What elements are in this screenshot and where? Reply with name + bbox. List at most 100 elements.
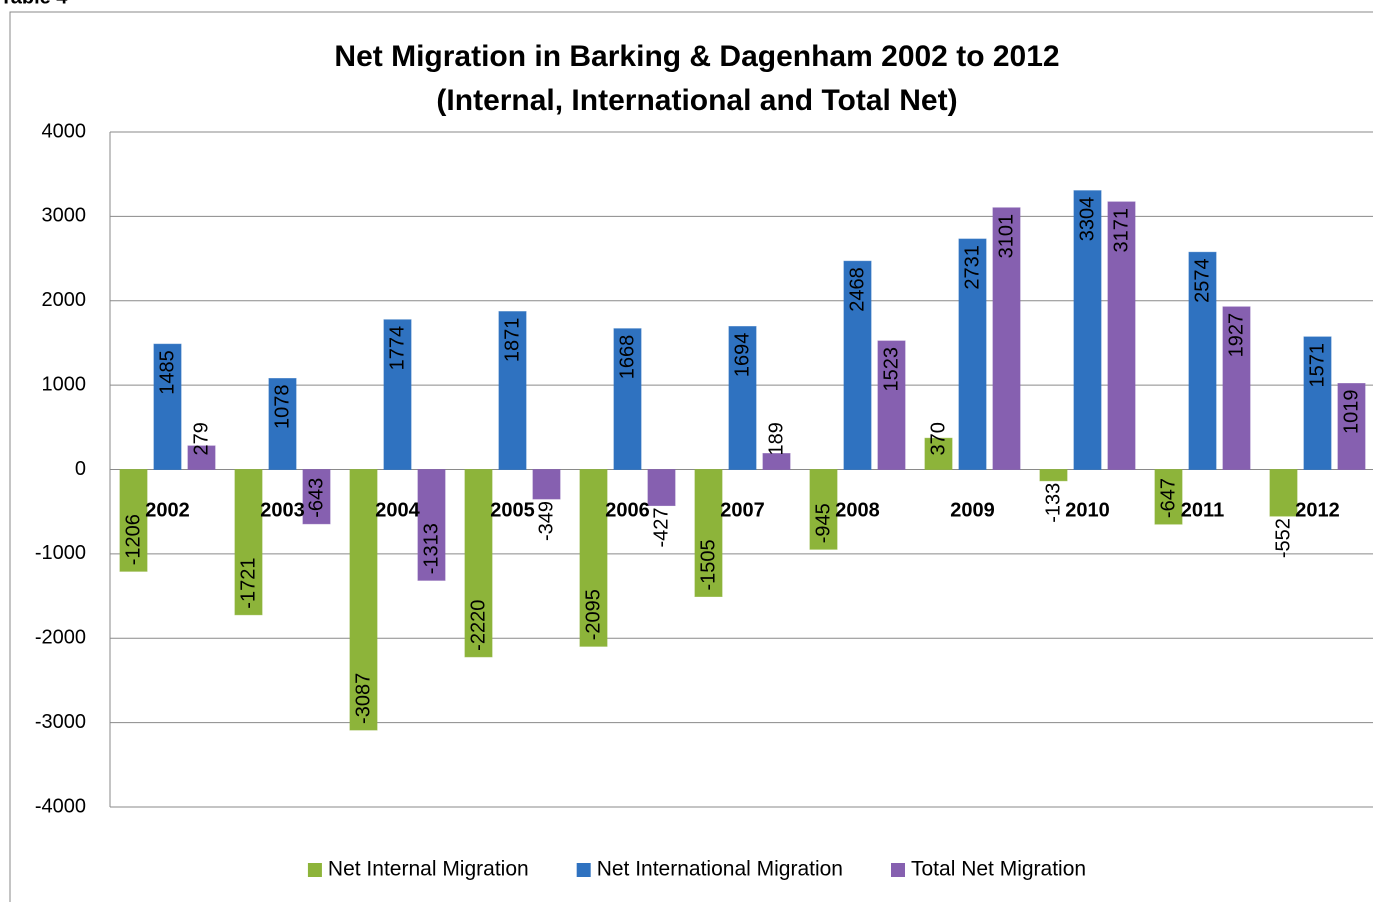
data-label: -552	[1273, 518, 1295, 558]
y-tick-label: 0	[75, 458, 86, 480]
chart-title: Net Migration in Barking & Dagenham 2002…	[334, 40, 1059, 73]
data-label: 2468	[847, 267, 869, 312]
x-tick-label: 2003	[260, 499, 305, 521]
data-label: 3171	[1111, 208, 1133, 253]
data-label: -2220	[468, 600, 490, 651]
x-tick-label: 2004	[375, 499, 420, 521]
bar-shine	[993, 207, 1020, 470]
data-label: 3101	[996, 214, 1018, 259]
bar-shine	[1189, 252, 1216, 470]
x-tick-label: 2009	[950, 499, 995, 521]
data-label: -1206	[123, 514, 145, 565]
page-label: Table 4	[0, 0, 68, 8]
y-tick-label: 3000	[42, 205, 87, 227]
bar-shine	[120, 469, 147, 572]
bar-shine	[1304, 336, 1331, 470]
y-tick-label: -4000	[35, 795, 86, 817]
bar-shine	[499, 311, 526, 470]
legend-item: Net International Migration	[576, 858, 843, 881]
bar-shine	[418, 469, 445, 581]
data-label: 1694	[732, 333, 754, 378]
data-label: 3304	[1077, 197, 1099, 242]
data-label: 1078	[272, 385, 294, 430]
y-tick-label: 4000	[42, 120, 87, 142]
bar-shine	[959, 239, 986, 470]
bar-shine	[235, 469, 262, 615]
legend-swatch	[891, 863, 905, 877]
y-tick-label: -2000	[35, 627, 86, 649]
x-tick-label: 2007	[720, 499, 765, 521]
y-tick-label: 1000	[42, 373, 87, 395]
bar-shine	[1074, 190, 1101, 470]
data-label: 1871	[502, 318, 524, 363]
x-tick-label: 2010	[1065, 499, 1110, 521]
chart-frame	[9, 11, 1373, 902]
legend-item: Net Internal Migration	[307, 858, 529, 881]
x-tick-label: 2011	[1181, 499, 1224, 521]
data-label: 189	[766, 422, 788, 455]
bar-shine	[465, 469, 492, 657]
legend-item: Total Net Migration	[891, 858, 1086, 881]
legend-label: Net International Migration	[597, 858, 843, 881]
x-tick-label: 2008	[835, 499, 880, 521]
data-label: 1927	[1226, 313, 1248, 358]
data-label: 1523	[881, 347, 903, 392]
bar-shine	[648, 469, 675, 506]
bar-shine	[384, 319, 411, 470]
data-label: -945	[813, 503, 835, 543]
bar-shine	[580, 469, 607, 647]
bar-shine	[844, 261, 871, 470]
y-tick-label: 2000	[42, 289, 87, 311]
data-label: -643	[306, 478, 328, 518]
y-tick-label: -1000	[35, 542, 86, 564]
bar-shine	[1040, 469, 1067, 481]
bar-shine	[878, 340, 905, 470]
bar-shine	[763, 453, 790, 470]
bar-shine	[154, 344, 181, 470]
bar-shine	[1338, 383, 1365, 470]
data-label: 370	[928, 422, 950, 455]
bar-shine	[810, 469, 837, 550]
bar-shine	[1223, 306, 1250, 470]
bar-shine	[1108, 201, 1135, 470]
data-label: -427	[651, 508, 673, 548]
data-label: 2731	[962, 245, 984, 290]
bar-shine	[614, 328, 641, 470]
data-label: -1505	[698, 539, 720, 590]
bar-shine	[269, 378, 296, 470]
legend-swatch	[307, 863, 322, 877]
bar-shine	[729, 326, 756, 470]
bar-shine	[533, 469, 560, 499]
chart-subtitle: (Internal, International and Total Net)	[436, 84, 957, 117]
data-label: -1313	[421, 523, 443, 574]
x-tick-label: 2002	[145, 499, 190, 521]
data-label: -133	[1043, 483, 1065, 523]
legend-label: Total Net Migration	[911, 858, 1086, 881]
bar-shine	[1155, 469, 1182, 525]
bar-shine	[350, 469, 377, 730]
x-tick-label: 2005	[490, 499, 535, 521]
y-tick-label: -3000	[35, 711, 86, 733]
data-label: 2574	[1192, 258, 1214, 303]
x-tick-label: 2012	[1295, 499, 1340, 521]
data-label: -1721	[238, 558, 260, 609]
legend-label: Net Internal Migration	[328, 858, 529, 881]
data-label: -2095	[583, 589, 605, 640]
data-label: -349	[536, 501, 558, 541]
data-label: -647	[1158, 478, 1180, 518]
data-label: -3087	[353, 673, 375, 724]
bar-shine	[925, 438, 952, 470]
bar-shine	[303, 469, 330, 524]
bar-shine	[1270, 469, 1297, 517]
data-label: 279	[191, 422, 213, 455]
bar-shine	[695, 469, 722, 597]
data-label: 1668	[617, 335, 639, 380]
bar-shine	[188, 445, 215, 470]
data-label: 1774	[387, 326, 409, 371]
data-label: 1571	[1307, 343, 1329, 388]
data-label: 1019	[1341, 390, 1363, 435]
data-label: 1485	[157, 350, 179, 395]
legend-swatch	[576, 863, 591, 877]
